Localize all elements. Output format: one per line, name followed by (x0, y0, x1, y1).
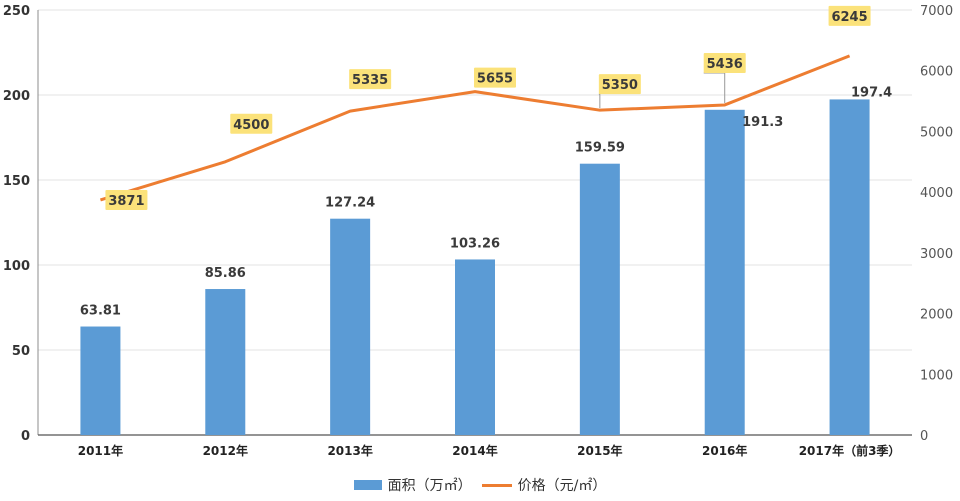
price-value-label: 5335 (352, 73, 388, 88)
x-axis-label: 2013年 (327, 443, 372, 458)
bar-value-label: 197.4 (851, 85, 892, 100)
price-label-box (474, 67, 516, 88)
line-swatch-icon (481, 483, 512, 487)
price-value-label: 6245 (831, 10, 867, 25)
price-value-label: 5350 (602, 78, 638, 93)
price-value-label: 4500 (233, 118, 269, 133)
bar-value-label: 191.3 (742, 115, 783, 130)
right-axis-tick: 5000 (920, 125, 953, 140)
bar[interactable] (704, 109, 745, 435)
price-label-box (828, 5, 871, 26)
combo-chart: 0 50 100 150 200 250 0 1000 2000 3000 4000 5000 6000… (3, 4, 953, 458)
price-value-label: 5436 (707, 57, 743, 72)
legend-label-area: 面积（万㎡） (387, 478, 472, 494)
bar[interactable] (579, 163, 620, 435)
left-axis-tick: 0 (21, 429, 30, 444)
bar[interactable] (829, 99, 870, 436)
price-value-label: 3871 (108, 194, 144, 209)
right-axis-tick: 1000 (920, 368, 953, 383)
leader-line (703, 72, 726, 103)
bar-value-label: 103.26 (450, 236, 500, 251)
bar-value-label: 63.81 (80, 304, 121, 319)
bar-value-label: 159.59 (575, 141, 625, 156)
price-label-box (703, 52, 746, 73)
x-axis-label: 2014年 (452, 443, 497, 458)
price-label-box (105, 189, 148, 210)
legend-label-price: 价格（元/㎡） (517, 478, 607, 494)
bar-swatch-icon (353, 480, 382, 490)
chart-legend: 面积（万㎡） 价格（元/㎡） (0, 474, 960, 496)
price-label-box (230, 113, 273, 134)
right-axis-tick: 2000 (920, 308, 953, 323)
price-value-label: 5655 (477, 72, 513, 87)
x-axis-label: 2017年（前3季） (799, 443, 901, 458)
price-line[interactable] (99, 54, 851, 202)
bar[interactable] (455, 259, 495, 435)
right-axis-tick: 7000 (920, 4, 953, 19)
legend-item-area[interactable]: 面积（万㎡） (353, 475, 472, 495)
legend-item-price[interactable]: 价格（元/㎡） (481, 475, 607, 495)
price-label-box (598, 74, 641, 95)
left-axis-tick: 100 (3, 259, 30, 274)
right-axis-tick: 6000 (920, 65, 953, 80)
bar-value-label: 127.24 (325, 196, 375, 211)
x-axis-label: 2015年 (577, 443, 622, 458)
bar[interactable] (205, 289, 246, 435)
bar-value-label: 85.86 (205, 266, 246, 281)
x-axis-label: 2016年 (702, 443, 747, 458)
right-axis-tick: 3000 (920, 247, 953, 262)
left-axis-tick: 200 (3, 89, 30, 104)
x-axis-label: 2012年 (203, 443, 248, 458)
x-axis-label: 2011年 (78, 443, 123, 458)
left-axis-tick: 250 (3, 4, 30, 19)
leader-line (598, 93, 601, 109)
left-axis-tick: 50 (12, 344, 30, 359)
price-label-box (349, 69, 392, 90)
bar[interactable] (330, 218, 371, 435)
left-axis-tick: 150 (3, 174, 30, 189)
right-axis-tick: 4000 (920, 186, 953, 201)
right-axis-tick: 0 (920, 429, 928, 444)
bar[interactable] (80, 326, 121, 435)
